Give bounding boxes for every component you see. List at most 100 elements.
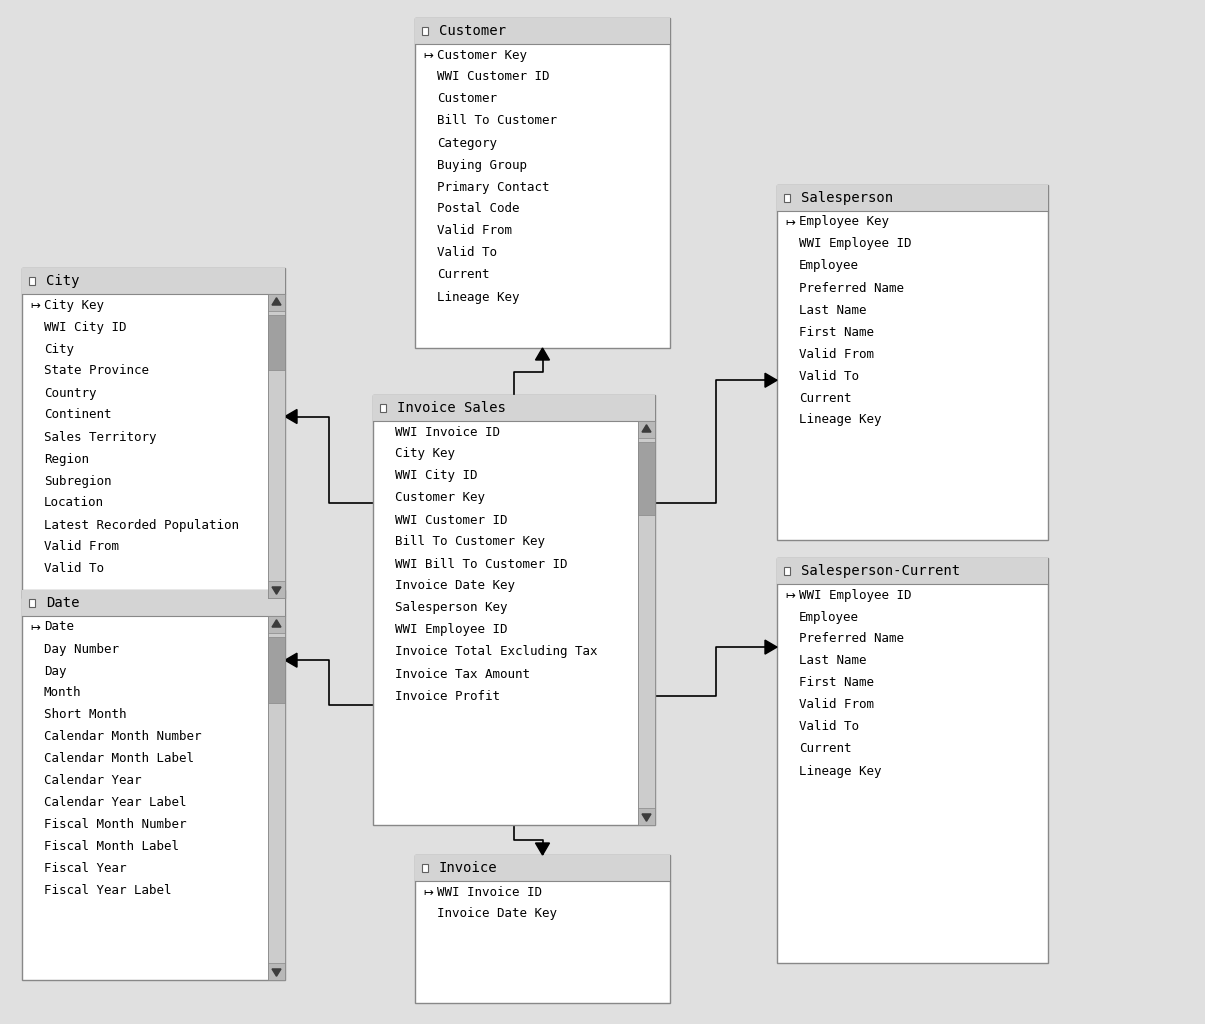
Bar: [268, 637, 286, 702]
Text: Invoice Sales: Invoice Sales: [396, 401, 506, 415]
Bar: [777, 185, 1048, 540]
Bar: [415, 18, 670, 348]
Text: First Name: First Name: [799, 677, 874, 689]
Text: Calendar Year Label: Calendar Year Label: [45, 797, 187, 810]
Bar: [784, 194, 790, 202]
Text: ↦: ↦: [423, 48, 433, 61]
Text: Date: Date: [45, 621, 74, 634]
Text: Current: Current: [799, 742, 852, 756]
Text: Day Number: Day Number: [45, 642, 119, 655]
Text: Valid From: Valid From: [45, 541, 119, 554]
Bar: [637, 442, 656, 515]
Bar: [22, 590, 286, 616]
Text: Postal Code: Postal Code: [437, 203, 519, 215]
Text: Valid From: Valid From: [437, 224, 512, 238]
Text: Preferred Name: Preferred Name: [799, 282, 904, 295]
Text: City: City: [45, 342, 74, 355]
Text: Salesperson: Salesperson: [801, 191, 893, 205]
Text: Lineage Key: Lineage Key: [799, 414, 882, 427]
Text: Calendar Month Number: Calendar Month Number: [45, 730, 201, 743]
Bar: [637, 421, 656, 825]
Bar: [422, 27, 429, 35]
Text: Region: Region: [45, 453, 89, 466]
Text: Invoice Date Key: Invoice Date Key: [395, 580, 515, 593]
Text: ↦: ↦: [423, 886, 433, 898]
Bar: [415, 855, 670, 881]
Polygon shape: [535, 348, 549, 360]
Text: City: City: [46, 274, 80, 288]
Text: Day: Day: [45, 665, 66, 678]
Text: WWI Employee ID: WWI Employee ID: [395, 624, 507, 637]
Bar: [374, 395, 656, 825]
Text: Valid To: Valid To: [799, 370, 859, 383]
Bar: [637, 421, 656, 438]
Text: Calendar Year: Calendar Year: [45, 774, 141, 787]
Text: WWI Invoice ID: WWI Invoice ID: [437, 886, 542, 898]
Text: Current: Current: [799, 391, 852, 404]
Text: Short Month: Short Month: [45, 709, 127, 722]
Text: Bill To Customer Key: Bill To Customer Key: [395, 536, 545, 549]
Bar: [268, 581, 286, 598]
Text: Last Name: Last Name: [799, 654, 866, 668]
Text: Invoice Profit: Invoice Profit: [395, 689, 500, 702]
Text: Primary Contact: Primary Contact: [437, 180, 549, 194]
Text: Location: Location: [45, 497, 104, 510]
Text: WWI Employee ID: WWI Employee ID: [799, 589, 911, 601]
Text: Valid To: Valid To: [799, 721, 859, 733]
Bar: [380, 404, 387, 412]
Text: WWI Bill To Customer ID: WWI Bill To Customer ID: [395, 557, 568, 570]
Text: State Province: State Province: [45, 365, 149, 378]
Bar: [29, 278, 35, 285]
Text: Employee: Employee: [799, 610, 859, 624]
Text: Calendar Month Label: Calendar Month Label: [45, 753, 194, 766]
Text: Lineage Key: Lineage Key: [437, 291, 519, 303]
Bar: [268, 616, 286, 633]
Text: Buying Group: Buying Group: [437, 159, 527, 171]
Text: Category: Category: [437, 136, 496, 150]
Text: Fiscal Month Label: Fiscal Month Label: [45, 841, 180, 853]
Text: WWI Customer ID: WWI Customer ID: [395, 513, 507, 526]
Polygon shape: [642, 814, 651, 821]
Bar: [268, 963, 286, 980]
Text: Customer Key: Customer Key: [437, 48, 527, 61]
Text: Sales Territory: Sales Territory: [45, 430, 157, 443]
Bar: [29, 599, 35, 607]
Text: Valid From: Valid From: [799, 347, 874, 360]
Text: Lineage Key: Lineage Key: [799, 765, 882, 777]
Bar: [422, 864, 429, 872]
Text: Customer: Customer: [437, 92, 496, 105]
Text: Customer: Customer: [439, 24, 506, 38]
Text: ↦: ↦: [784, 589, 795, 601]
Text: Last Name: Last Name: [799, 303, 866, 316]
Text: First Name: First Name: [799, 326, 874, 339]
Polygon shape: [272, 620, 281, 627]
Text: WWI Invoice ID: WWI Invoice ID: [395, 426, 500, 438]
Polygon shape: [286, 410, 296, 424]
Text: ↦: ↦: [30, 621, 40, 634]
Text: ↦: ↦: [784, 215, 795, 228]
Bar: [777, 185, 1048, 211]
Text: Subregion: Subregion: [45, 474, 112, 487]
Bar: [22, 268, 286, 294]
Text: WWI City ID: WWI City ID: [45, 321, 127, 334]
Polygon shape: [272, 969, 281, 976]
Text: Preferred Name: Preferred Name: [799, 633, 904, 645]
Bar: [268, 616, 286, 980]
Bar: [22, 268, 286, 598]
Bar: [22, 590, 286, 980]
Text: Fiscal Month Number: Fiscal Month Number: [45, 818, 187, 831]
Bar: [415, 18, 670, 44]
Bar: [374, 395, 656, 421]
Polygon shape: [272, 298, 281, 305]
Text: Latest Recorded Population: Latest Recorded Population: [45, 518, 239, 531]
Bar: [777, 558, 1048, 963]
Bar: [268, 294, 286, 598]
Text: ↦: ↦: [30, 299, 40, 311]
Polygon shape: [642, 425, 651, 432]
Text: WWI Customer ID: WWI Customer ID: [437, 71, 549, 84]
Polygon shape: [765, 640, 777, 654]
Text: Fiscal Year: Fiscal Year: [45, 862, 127, 876]
Text: Month: Month: [45, 686, 82, 699]
Text: Salesperson Key: Salesperson Key: [395, 601, 507, 614]
Text: Customer Key: Customer Key: [395, 492, 484, 505]
